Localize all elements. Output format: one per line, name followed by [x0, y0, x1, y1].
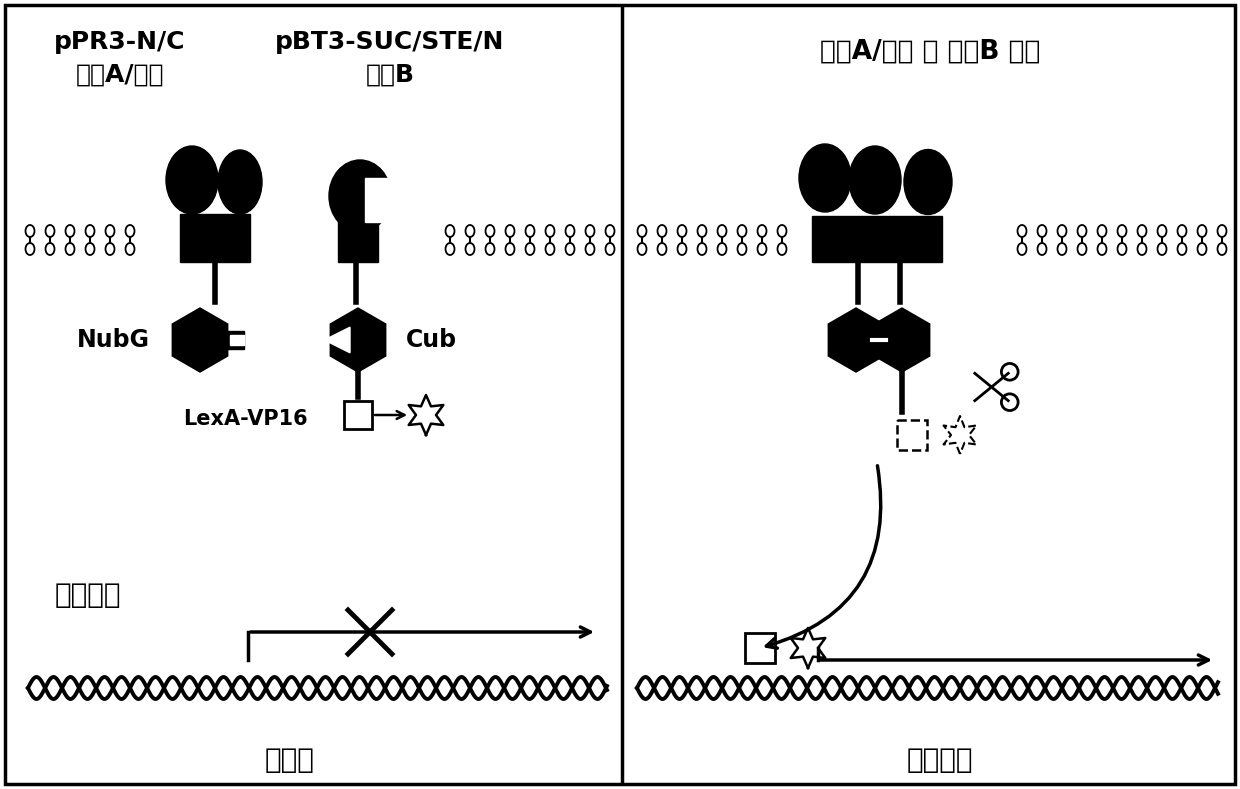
Polygon shape — [325, 327, 350, 353]
Polygon shape — [828, 308, 884, 372]
Polygon shape — [172, 308, 228, 372]
Text: 不转录: 不转录 — [265, 746, 315, 774]
Ellipse shape — [329, 160, 391, 232]
Bar — [812, 216, 942, 262]
Bar — [745, 633, 775, 663]
Text: 蛋白A/文库 和 蛋白B 互作: 蛋白A/文库 和 蛋白B 互作 — [820, 39, 1040, 65]
Bar — [897, 420, 928, 450]
Ellipse shape — [904, 149, 952, 215]
Bar — [343, 401, 372, 429]
Bar — [339, 216, 378, 262]
Text: 蛋白A/文库: 蛋白A/文库 — [76, 63, 164, 87]
Text: pBT3-SUC/STE/N: pBT3-SUC/STE/N — [275, 30, 505, 54]
Text: NubG: NubG — [77, 328, 150, 352]
Text: 转录起始: 转录起始 — [906, 746, 973, 774]
Ellipse shape — [799, 144, 851, 212]
Ellipse shape — [166, 146, 218, 214]
Polygon shape — [330, 308, 386, 372]
Text: LexA-VP16: LexA-VP16 — [184, 409, 308, 429]
Ellipse shape — [849, 146, 901, 214]
Text: Cub: Cub — [405, 328, 458, 352]
Text: 报告基因: 报告基因 — [55, 581, 122, 609]
Bar — [224, 331, 244, 349]
Bar — [180, 214, 250, 262]
Text: pPR3-N/C: pPR3-N/C — [55, 30, 186, 54]
Polygon shape — [874, 308, 930, 372]
Text: 蛋白B: 蛋白B — [366, 63, 414, 87]
Ellipse shape — [218, 150, 262, 214]
Bar — [365, 178, 401, 222]
Bar — [229, 335, 244, 345]
